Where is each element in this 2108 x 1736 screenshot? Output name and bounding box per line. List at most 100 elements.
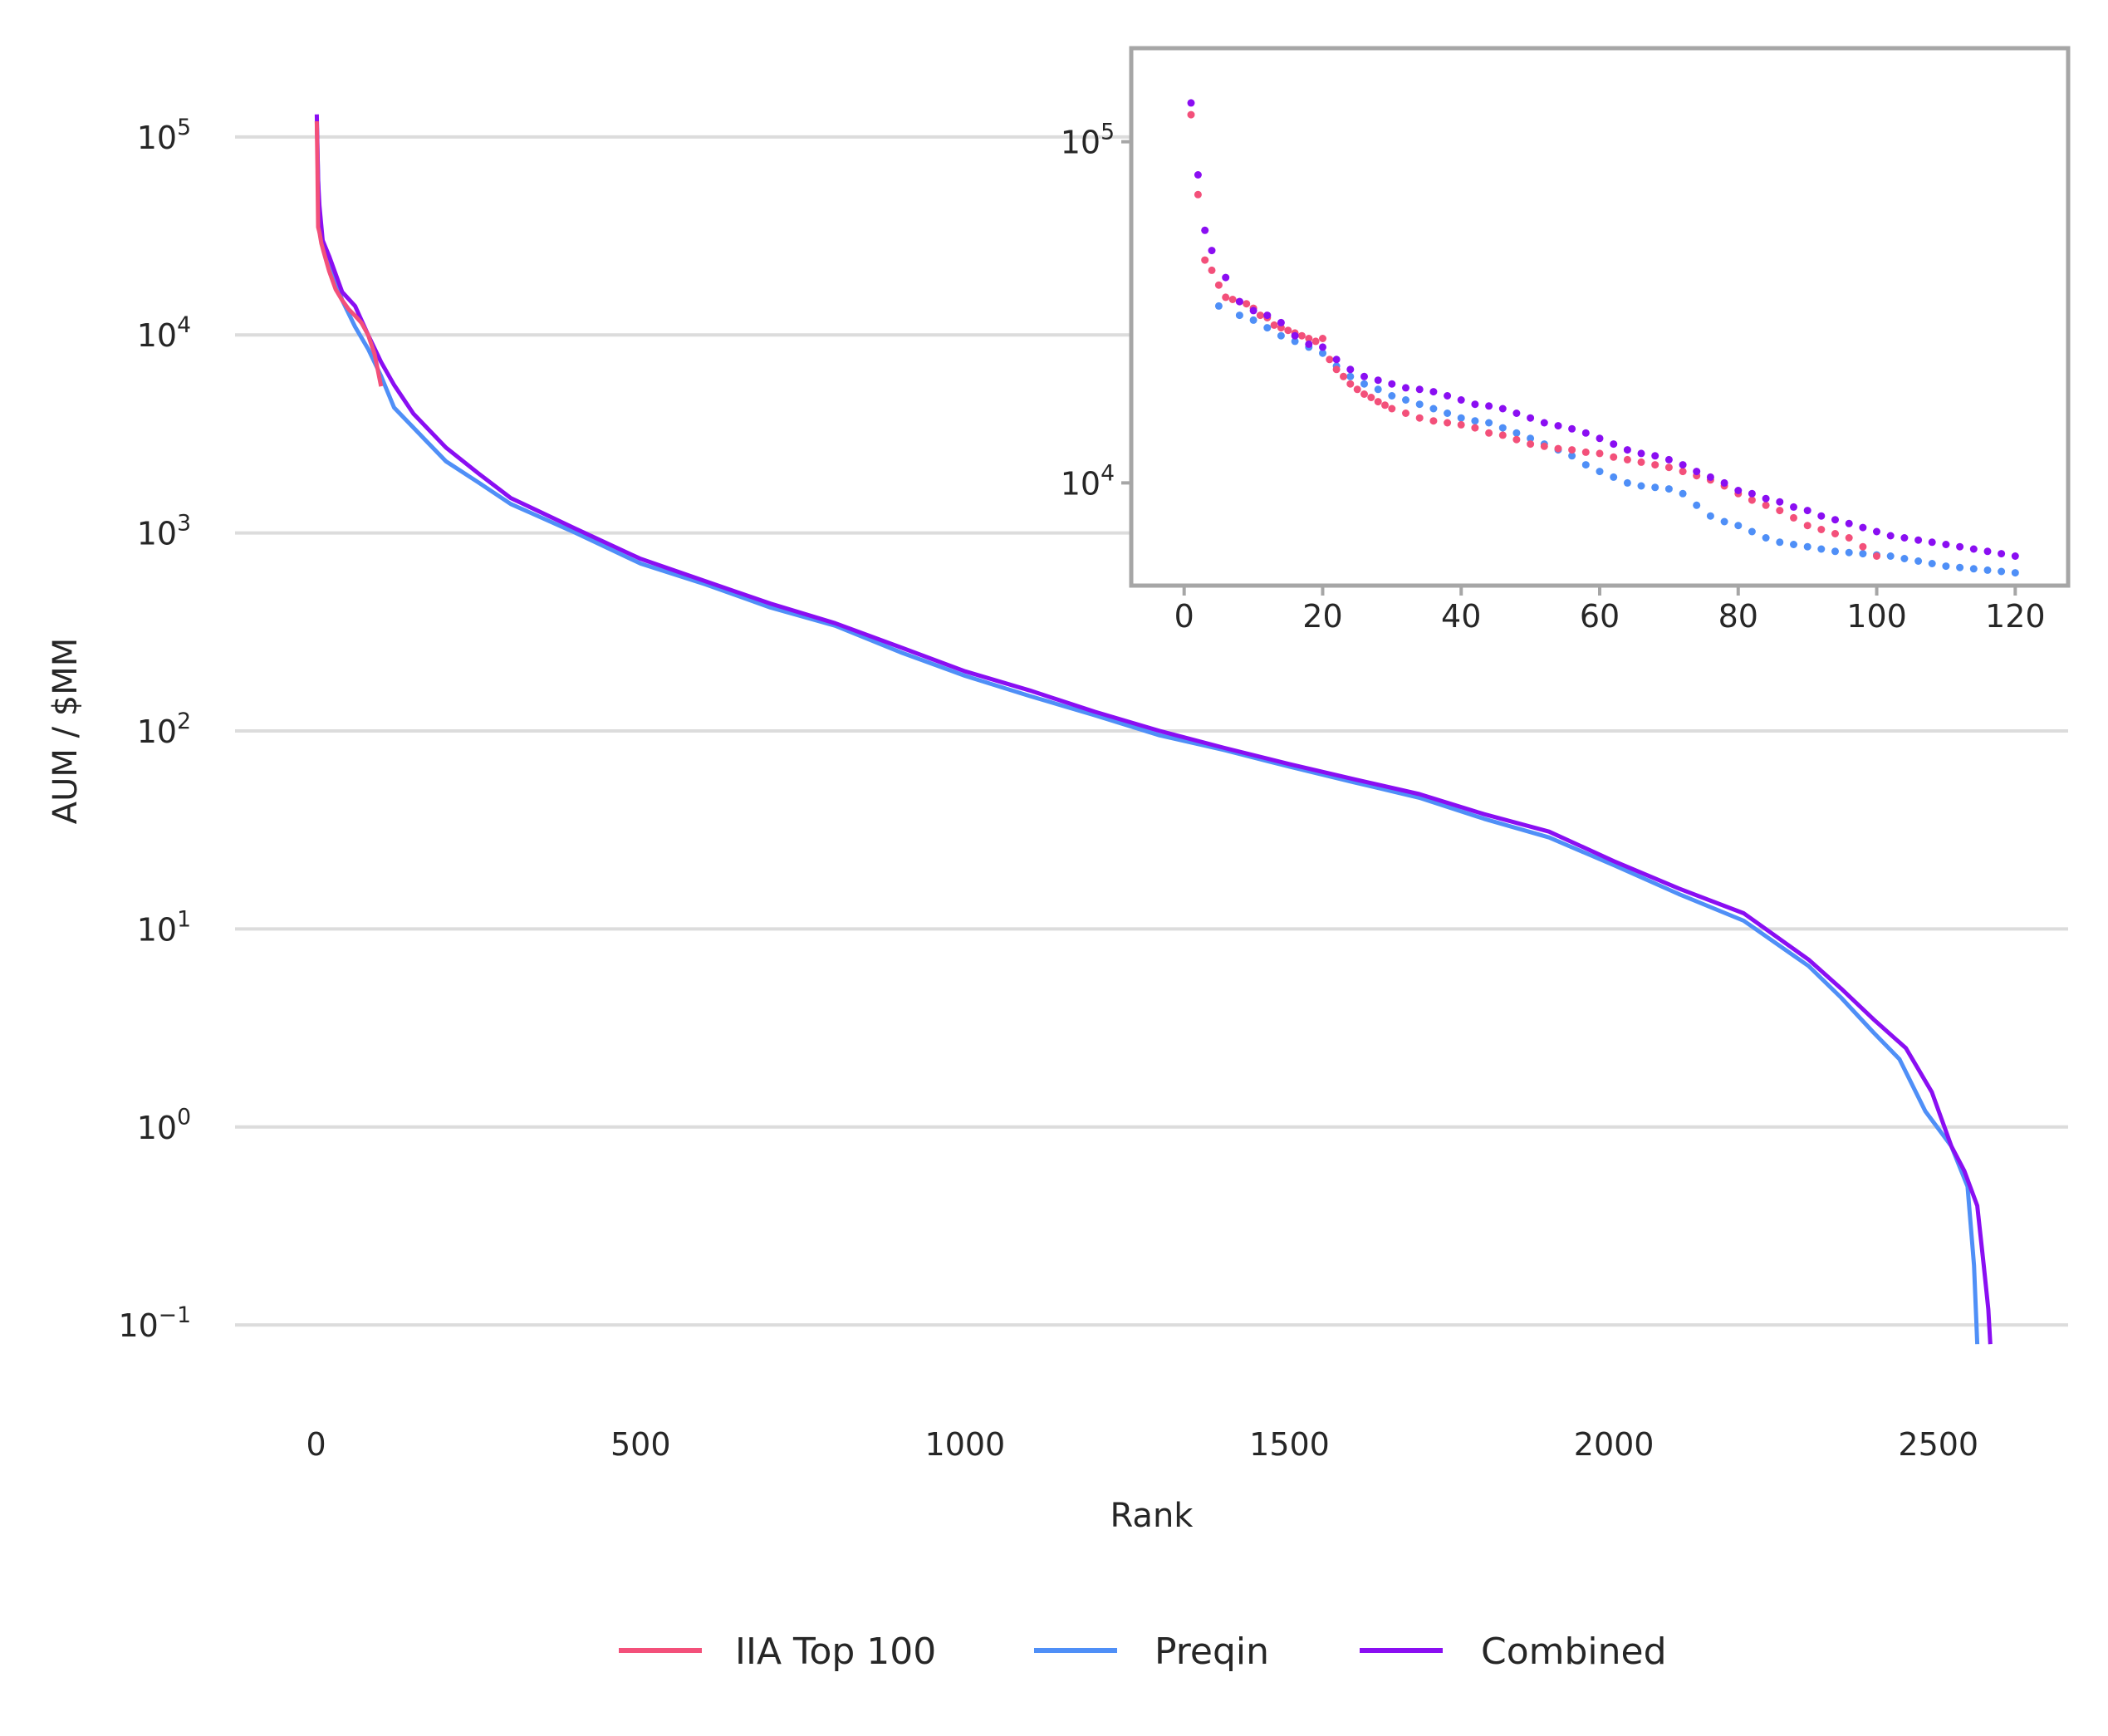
inset-point [1886,552,1895,560]
inset-point [1277,324,1285,332]
inset-point [1457,414,1465,422]
inset-point [1776,507,1784,515]
inset-point [1284,326,1292,335]
inset-point [1679,489,1687,498]
inset-point [1859,523,1867,532]
inset-point [1956,542,1964,551]
inset-point [1457,420,1465,429]
inset-point [1235,311,1243,320]
inset-point [1762,534,1770,542]
inset-point [1720,478,1728,487]
inset-point [1637,458,1645,466]
inset-point [1998,550,2006,558]
inset-point [1214,302,1223,310]
inset-point [1512,435,1521,444]
inset-point [1831,516,1839,524]
inset-point [1651,483,1659,492]
y-axis-label: AUM / $MM [47,638,85,825]
inset-point [1402,384,1409,392]
inset-point [1817,526,1826,533]
y-tick-label: 103 [137,511,191,552]
inset-point [1311,337,1320,346]
inset-point [1623,478,1631,487]
inset-point [1664,455,1673,463]
inset-point [1776,498,1784,506]
inset-point [1790,541,1797,548]
inset-point [1429,388,1438,396]
inset-y-tick-label: 105 [1061,120,1115,161]
y-tick-label: 101 [137,906,191,948]
inset-point [1762,501,1770,509]
inset-point [1319,349,1326,357]
inset-point [1623,455,1631,463]
inset-point [1845,534,1853,542]
inset-point [1415,400,1424,409]
inset-point [1360,380,1368,388]
inset-point [1346,365,1355,374]
inset-point [1969,545,1978,553]
inset-point [1679,461,1687,469]
inset-point [1693,501,1701,509]
inset-point [1360,372,1368,380]
inset-point [1201,256,1209,264]
inset-point [1790,513,1797,522]
inset-point [1444,419,1452,427]
inset-point [1208,247,1216,255]
inset-point [1873,552,1880,560]
inset-point [1402,396,1409,404]
inset-point [1297,331,1306,340]
inset-point [1305,335,1313,342]
inset-point [1817,545,1826,553]
inset-point [1956,563,1964,571]
main-series [314,114,1993,1345]
x-axis-label: Rank [1110,1497,1194,1535]
inset-point [1596,468,1604,476]
inset-point [1596,434,1604,443]
inset-point [1415,414,1424,422]
inset-point [1402,409,1409,417]
x-tick-label: 2500 [1898,1426,1978,1463]
inset-point [1581,448,1590,456]
x-tick-label: 0 [306,1426,326,1463]
inset-point [1928,538,1936,547]
inset-point [1214,281,1223,289]
inset-x-tick-label: 80 [1718,598,1758,635]
inset-x-tick-label: 20 [1302,598,1342,635]
inset-y-tick-label: 104 [1061,460,1115,502]
y-tick-label: 105 [137,115,191,156]
inset-point [1679,468,1687,476]
inset-point [1485,419,1493,427]
inset-point [1527,434,1535,443]
inset-point [1845,519,1853,527]
inset-point [1457,396,1465,404]
inset-point [1256,311,1264,320]
main-x-ticks: 0 500 1000 1500 2000 2500 [306,1426,1979,1463]
inset-point [1263,324,1272,332]
inset-point [1568,452,1576,460]
inset-point [1319,335,1326,342]
inset-point [1831,547,1839,556]
legend-label: Combined [1481,1631,1667,1673]
inset-point [1235,297,1243,306]
inset-point [1831,530,1839,537]
x-tick-label: 2000 [1574,1426,1655,1463]
inset-point [1291,331,1299,340]
inset-point [1429,405,1438,413]
inset-point [1374,398,1382,406]
inset-point [1748,489,1756,498]
inset-point [1900,534,1909,542]
inset-point [2011,569,2019,577]
inset-point [1748,527,1756,536]
inset-point [1415,385,1424,394]
inset-point [1942,562,1950,571]
inset-point [1581,429,1590,437]
inset-point [1637,449,1645,458]
inset-point [1568,424,1576,433]
inset-point [1803,542,1811,551]
inset-plot: 104 105 0 20 40 60 80 100 120 [1061,46,2071,635]
inset-background [1131,48,2068,586]
inset-point [1706,512,1714,520]
inset-point [1776,538,1784,547]
inset-point [1900,555,1909,562]
